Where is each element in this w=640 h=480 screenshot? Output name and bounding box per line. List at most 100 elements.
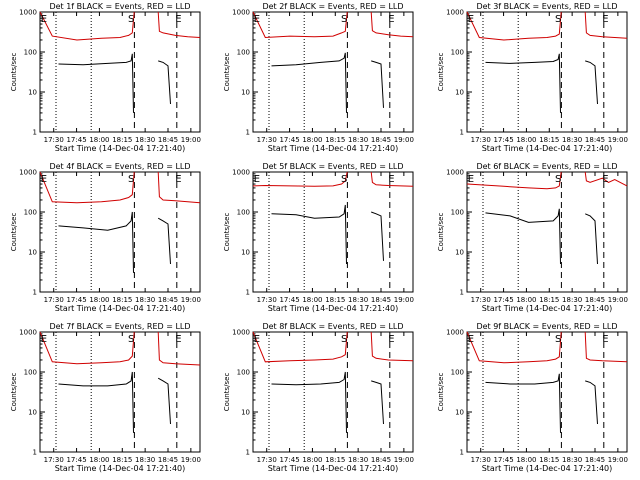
x-tick-label: 17:45 — [66, 456, 86, 464]
events-series-line — [158, 60, 171, 105]
y-tick-label: 1000 — [446, 169, 464, 177]
x-tick-label: 19:00 — [394, 296, 414, 304]
x-tick-label: 17:30 — [257, 296, 277, 304]
plot-frame — [466, 331, 628, 453]
panel-title: Det 2f BLACK = Events, RED = LLD — [262, 2, 403, 11]
x-tick-label: 18:45 — [158, 136, 178, 144]
x-tick-label: 17:30 — [257, 456, 277, 464]
x-tick-label: 18:30 — [562, 136, 582, 144]
x-tick-label: 19:00 — [608, 296, 628, 304]
y-tick-label: 10 — [28, 409, 37, 417]
lld-series-line — [157, 171, 201, 204]
panel-title: Det 8f BLACK = Events, RED = LLD — [262, 322, 403, 331]
events-series-line — [271, 52, 347, 113]
y-axis-label: Counts/sec — [437, 373, 445, 412]
y-tick-label: 1000 — [232, 329, 250, 337]
x-tick-label: 18:45 — [371, 296, 391, 304]
interval-marker-label: E — [602, 334, 608, 345]
y-tick-label: 10 — [241, 249, 250, 257]
interval-marker-label: E — [388, 14, 394, 25]
x-tick-label: 19:00 — [181, 296, 201, 304]
interval-marker-label: E — [254, 334, 260, 345]
y-tick-label: 1 — [33, 449, 37, 457]
y-tick-label: 100 — [237, 369, 250, 377]
interval-marker-label: S — [555, 174, 561, 185]
x-tick-label: 17:30 — [44, 296, 64, 304]
y-tick-label: 10 — [241, 409, 250, 417]
panel-det-8: Det 8f BLACK = Events, RED = LLD 1 10 100 10… — [223, 322, 414, 473]
lld-series-line — [39, 331, 135, 365]
y-tick-label: 1000 — [19, 169, 37, 177]
y-tick-label: 100 — [237, 49, 250, 57]
lld-series-line — [584, 11, 628, 39]
panel-det-7: Det 7f BLACK = Events, RED = LLD 1 10 100 10… — [10, 322, 201, 473]
panel-det-5: Det 5f BLACK = Events, RED = LLD 1 10 100 10… — [223, 162, 414, 313]
x-axis-label: Start Time (14-Dec-04 17:21:40) — [55, 144, 186, 153]
y-tick-label: 100 — [451, 209, 464, 217]
panel-det-4: Det 4f BLACK = Events, RED = LLD 1 10 100 10… — [10, 162, 201, 313]
x-axis-label: Start Time (14-Dec-04 17:21:40) — [482, 144, 613, 153]
x-tick-label: 18:45 — [158, 296, 178, 304]
y-tick-label: 1000 — [446, 329, 464, 337]
interval-marker-label: E — [254, 174, 260, 185]
x-tick-label: 18:15 — [325, 456, 345, 464]
events-series-line — [371, 211, 384, 261]
interval-marker-label: E — [468, 14, 474, 25]
x-tick-label: 17:45 — [66, 296, 86, 304]
events-series-line — [485, 208, 561, 265]
x-tick-label: 18:00 — [516, 296, 536, 304]
y-axis-label: Counts/sec — [223, 373, 231, 412]
x-tick-label: 18:00 — [89, 296, 109, 304]
x-tick-label: 18:45 — [158, 456, 178, 464]
panel-det-2: Det 2f BLACK = Events, RED = LLD 1 10 100 10… — [223, 2, 414, 153]
y-axis-label: Counts/sec — [10, 53, 18, 92]
x-tick-label: 19:00 — [608, 136, 628, 144]
x-tick-label: 18:00 — [516, 456, 536, 464]
y-tick-label: 1 — [460, 129, 464, 137]
panel-title: Det 7f BLACK = Events, RED = LLD — [49, 322, 190, 331]
events-series-line — [58, 53, 134, 113]
y-tick-label: 1000 — [19, 329, 37, 337]
interval-marker-label: E — [602, 174, 608, 185]
plot-frame — [252, 331, 414, 453]
x-tick-label: 18:00 — [302, 456, 322, 464]
lld-series-line — [370, 11, 414, 38]
interval-marker-label: S — [555, 334, 561, 345]
x-tick-label: 18:15 — [112, 136, 132, 144]
lld-series-line — [370, 171, 414, 187]
plot-frame — [252, 171, 414, 293]
x-tick-label: 18:00 — [302, 136, 322, 144]
events-series-line — [271, 204, 347, 265]
x-tick-label: 18:15 — [112, 296, 132, 304]
x-tick-label: 18:30 — [348, 136, 368, 144]
x-tick-label: 17:45 — [66, 136, 86, 144]
interval-marker-label: S — [128, 334, 134, 345]
events-series-line — [157, 217, 171, 265]
plot-frame — [39, 171, 201, 293]
x-tick-label: 17:45 — [493, 136, 513, 144]
x-tick-label: 17:45 — [493, 456, 513, 464]
plot-frame — [39, 11, 201, 133]
x-tick-label: 17:30 — [471, 456, 491, 464]
interval-marker-label: S — [128, 174, 134, 185]
interval-marker-label: E — [41, 14, 47, 25]
x-tick-label: 17:30 — [44, 136, 64, 144]
y-tick-label: 1 — [246, 129, 250, 137]
lld-series-line — [370, 331, 414, 362]
y-tick-label: 100 — [24, 49, 37, 57]
x-tick-label: 19:00 — [608, 456, 628, 464]
x-axis-label: Start Time (14-Dec-04 17:21:40) — [55, 304, 186, 313]
x-tick-label: 17:30 — [471, 296, 491, 304]
x-tick-label: 18:45 — [371, 136, 391, 144]
y-tick-label: 1 — [33, 129, 37, 137]
y-tick-label: 100 — [237, 209, 250, 217]
events-series-line — [585, 60, 598, 105]
x-tick-label: 18:15 — [325, 136, 345, 144]
lld-series-line — [157, 331, 201, 366]
lld-series-line — [157, 11, 201, 38]
interval-marker-label: E — [41, 174, 47, 185]
panel-det-1: Det 1f BLACK = Events, RED = LLD 1 10 100 10… — [10, 2, 201, 153]
plot-frame — [466, 11, 628, 133]
x-tick-label: 18:00 — [302, 296, 322, 304]
x-tick-label: 18:00 — [89, 456, 109, 464]
